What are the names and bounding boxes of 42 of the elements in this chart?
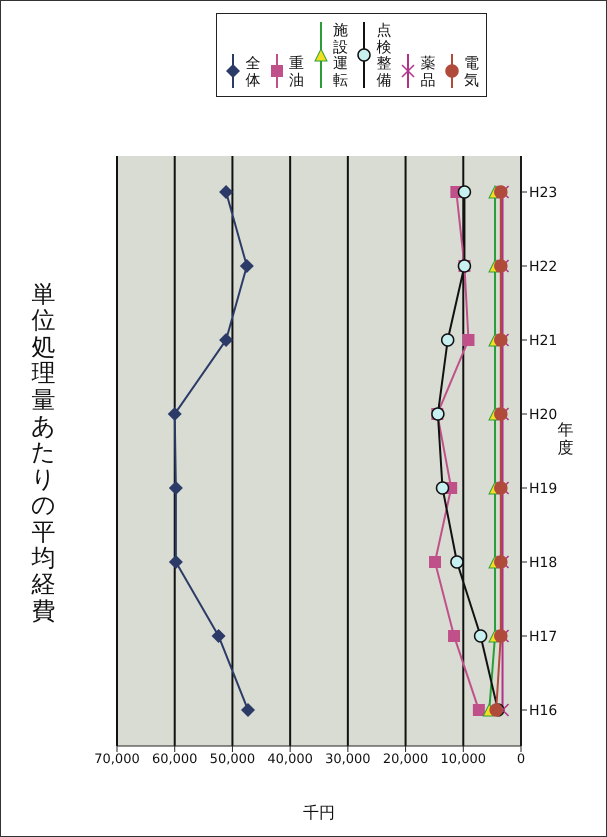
y-tick-label: H17 <box>529 628 558 645</box>
point <box>450 555 464 569</box>
x-tick-label: 40,000 <box>267 752 313 768</box>
x-tick-label: 10,000 <box>440 752 486 768</box>
point <box>168 481 183 495</box>
x-tick-label: 50,000 <box>210 752 256 768</box>
y-tick-label: H22 <box>529 258 558 275</box>
point <box>458 185 472 199</box>
y-tick-label: H16 <box>529 702 558 719</box>
x-tick-label: 0 <box>516 752 526 768</box>
point <box>474 629 488 643</box>
y-tick-label: H19 <box>529 480 558 497</box>
y-tick-label: H21 <box>529 332 558 349</box>
legend-label: 点検整備 <box>376 21 392 88</box>
y-tick-label: H23 <box>529 184 558 201</box>
point <box>462 334 474 346</box>
x-axis-title: 千円 <box>303 803 335 822</box>
y-axis-title: 年度 <box>557 420 574 457</box>
legend-label: 重油 <box>288 54 304 88</box>
point <box>168 555 183 569</box>
legend-label: 電気 <box>464 54 480 88</box>
point <box>168 407 182 421</box>
x-tick-label: 30,000 <box>325 752 371 768</box>
legend-label: 薬品 <box>420 54 436 88</box>
point <box>436 481 450 495</box>
x-tick-label: 20,000 <box>382 752 428 768</box>
chart-title: 単位処理量あたりの平均経費 <box>31 280 56 625</box>
point <box>429 556 442 568</box>
point <box>472 704 485 716</box>
y-tick-label: H18 <box>529 554 558 571</box>
point <box>219 333 234 347</box>
y-tick-label: H20 <box>529 406 558 423</box>
point <box>240 259 254 273</box>
point <box>448 630 460 642</box>
x-tick-label: 60,000 <box>152 752 198 768</box>
legend-label: 全体 <box>245 54 261 88</box>
point <box>219 185 234 199</box>
point <box>241 703 256 717</box>
legend-label: 施設運転 <box>332 21 348 88</box>
x-tick-label: 70,000 <box>94 752 140 768</box>
point <box>212 629 226 643</box>
point <box>440 333 454 347</box>
